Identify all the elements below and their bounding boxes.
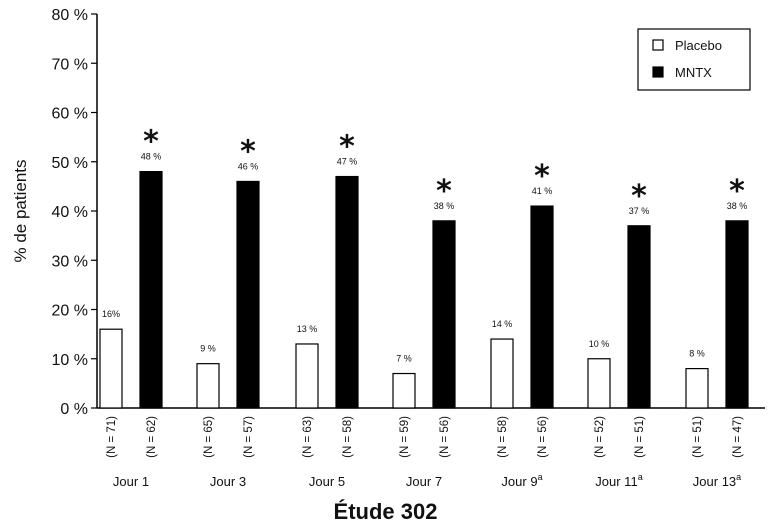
category-label: Jour 1: [113, 474, 149, 489]
y-tick-label: 60 %: [52, 106, 88, 123]
y-axis-label: % de patients: [11, 159, 30, 262]
mntx-data-label: 38 %: [727, 201, 748, 211]
y-tick-label: 80 %: [52, 7, 88, 24]
legend-label-mntx: MNTX: [675, 65, 712, 80]
mntx-bar: [725, 220, 749, 409]
placebo-data-label: 14 %: [492, 319, 513, 329]
y-tick-label: 50 %: [52, 155, 88, 172]
placebo-n-label: (N = 63): [302, 416, 314, 458]
mntx-data-label: 41 %: [532, 186, 553, 196]
mntx-n-label: (N = 58): [342, 416, 354, 458]
mntx-bar: [530, 205, 554, 409]
placebo-bar: [196, 363, 220, 409]
placebo-bar: [99, 328, 123, 409]
significance-star: *: [631, 179, 647, 214]
mntx-n-label: (N = 57): [243, 416, 255, 458]
placebo-n-label: (N = 71): [106, 416, 118, 458]
significance-star: *: [729, 174, 745, 209]
mntx-data-label: 48 %: [141, 152, 162, 162]
y-tick-label: 30 %: [52, 253, 88, 270]
y-tick-label: 20 %: [52, 303, 88, 320]
significance-star: *: [240, 134, 256, 169]
category-label: Jour 5: [309, 474, 345, 489]
mntx-n-label: (N = 56): [439, 416, 451, 458]
placebo-n-label: (N = 51): [692, 416, 704, 458]
significance-star: *: [534, 159, 550, 194]
placebo-bar: [587, 358, 611, 409]
placebo-bar: [295, 343, 319, 409]
placebo-data-label: 16%: [102, 309, 120, 319]
placebo-data-label: 13 %: [297, 324, 318, 334]
mntx-n-label: (N = 62): [146, 416, 158, 458]
mntx-n-label: (N = 47): [732, 416, 744, 458]
significance-star: *: [436, 174, 452, 209]
mntx-n-label: (N = 51): [634, 416, 646, 458]
chart: 0 % 10 % 20 % 30 % 40 % 50 % 60 % 70 % 80 % % de …: [11, 7, 765, 489]
placebo-n-label: (N = 58): [497, 416, 509, 458]
mntx-bar: [139, 171, 163, 409]
category-label: Jour 13a: [693, 472, 741, 489]
y-tick-label: 40 %: [52, 204, 88, 221]
mntx-data-label: 38 %: [434, 201, 455, 211]
mntx-bar: [335, 175, 359, 409]
mntx-bar: [432, 220, 456, 409]
significance-star: *: [339, 130, 355, 165]
placebo-data-label: 8 %: [689, 349, 705, 359]
legend-swatch-mntx: [652, 66, 664, 78]
mntx-bar: [627, 225, 651, 409]
placebo-bar: [392, 372, 416, 409]
placebo-n-label: (N = 65): [203, 416, 215, 458]
legend-label-placebo: Placebo: [675, 38, 722, 53]
significance-star: *: [143, 125, 159, 160]
mntx-data-label: 47 %: [337, 157, 358, 167]
mntx-data-label: 46 %: [238, 161, 259, 171]
placebo-data-label: 7 %: [396, 354, 412, 364]
category-label: Jour 9a: [501, 472, 542, 489]
legend-box: [637, 28, 751, 91]
y-tick-label: 0 %: [60, 401, 88, 418]
placebo-bar: [490, 338, 514, 409]
mntx-bar: [236, 180, 260, 409]
category-label: Jour 3: [210, 474, 246, 489]
placebo-n-label: (N = 59): [399, 416, 411, 458]
chart-title: Étude 302: [333, 499, 438, 524]
y-tick-label: 10 %: [52, 352, 88, 369]
mntx-data-label: 37 %: [629, 206, 650, 216]
placebo-data-label: 9 %: [200, 344, 216, 354]
category-superscript: a: [638, 472, 643, 482]
placebo-n-label: (N = 52): [594, 416, 606, 458]
category-label: Jour 7: [406, 474, 442, 489]
category-superscript: a: [538, 472, 543, 482]
legend-swatch-placebo: [652, 39, 664, 51]
mntx-n-label: (N = 56): [537, 416, 549, 458]
category-label: Jour 11a: [595, 472, 642, 489]
y-tick-label: 70 %: [52, 56, 88, 73]
placebo-data-label: 10 %: [589, 339, 610, 349]
category-superscript: a: [736, 472, 741, 482]
placebo-bar: [685, 368, 709, 409]
